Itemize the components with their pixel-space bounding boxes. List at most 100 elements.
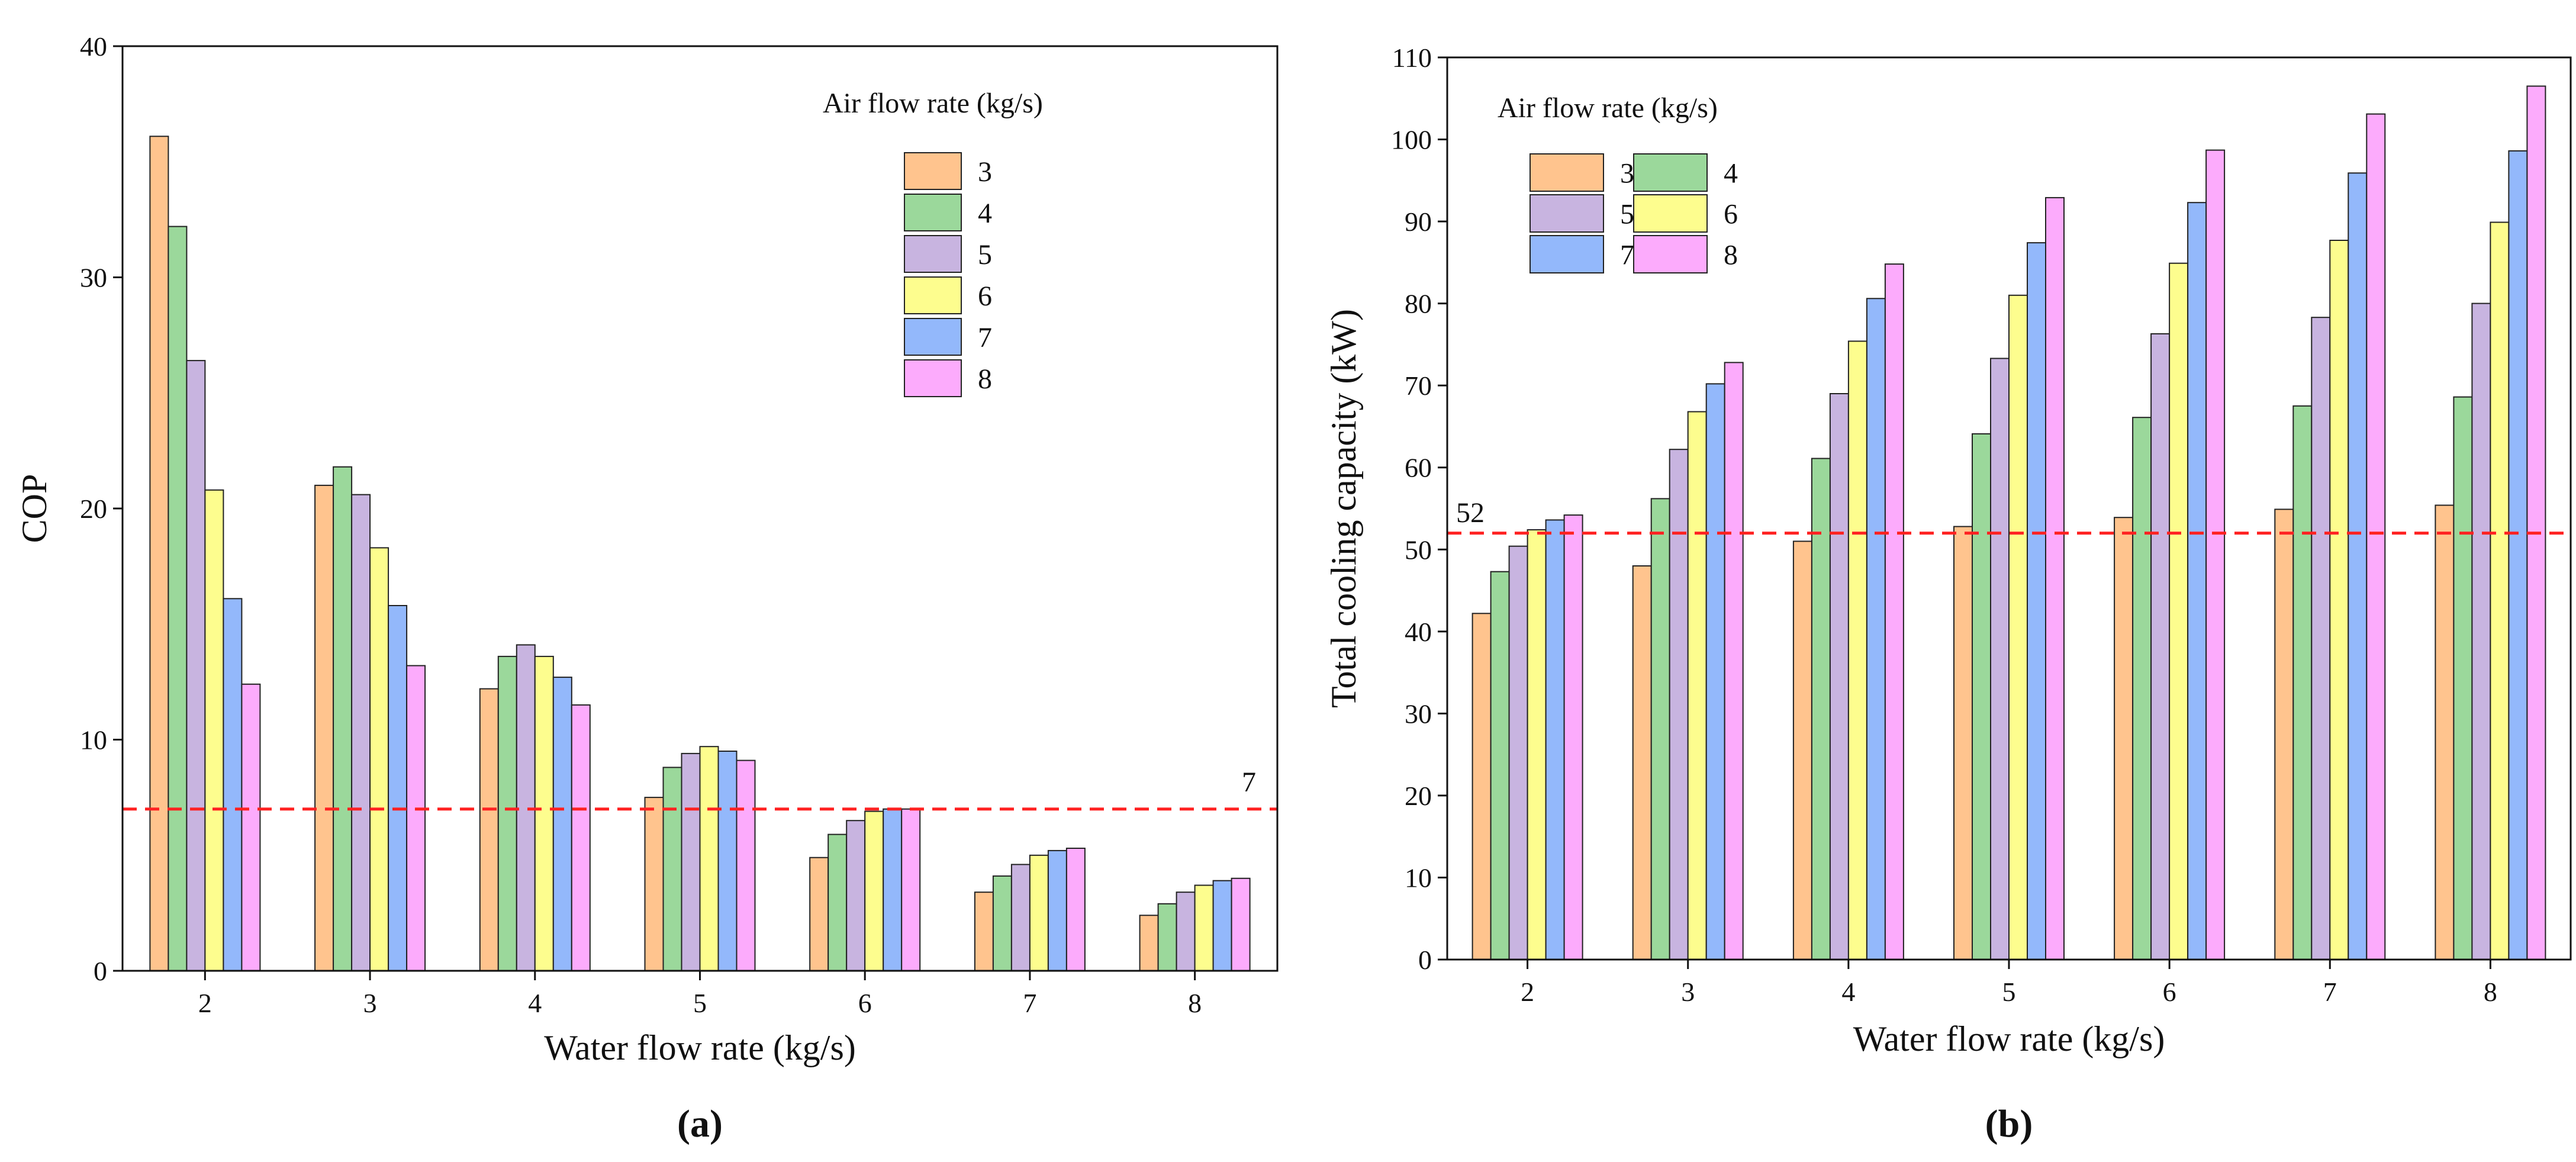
y-tick-label: 40 [1405, 617, 1432, 647]
bar-series-7-cat-8 [1212, 880, 1232, 971]
legend-item-5: 5 [904, 235, 992, 273]
bar-series-4-cat-8 [1157, 903, 1177, 972]
bar-series-3-cat-6 [2114, 517, 2134, 960]
bar-series-5-cat-7 [2311, 317, 2331, 961]
bar-series-3-cat-8 [1139, 915, 1159, 972]
bar-series-6-cat-7 [2329, 240, 2349, 960]
x-tick-label: 7 [1023, 988, 1036, 1018]
bar-series-7-cat-7 [1047, 849, 1067, 972]
x-tick-label: 2 [1521, 977, 1534, 1007]
legend-swatch [1530, 194, 1604, 233]
legend-label: 7 [978, 322, 992, 353]
bar-series-8-cat-5 [2045, 197, 2065, 960]
y-tick-label: 40 [80, 31, 107, 62]
bar-series-3-cat-2 [149, 136, 169, 971]
x-tick-label: 4 [1841, 977, 1855, 1007]
x-tick-label: 3 [1681, 977, 1695, 1007]
x-tick-label: 6 [858, 988, 872, 1018]
bar-series-3-cat-5 [1953, 526, 1973, 960]
bar-series-8-cat-3 [1724, 362, 1744, 960]
bar-series-4-cat-8 [2453, 396, 2473, 960]
legend-item-4: 4 [904, 194, 992, 231]
legend-swatch [904, 194, 962, 231]
bar-series-6-cat-4 [534, 655, 554, 971]
bar-series-3-cat-6 [809, 857, 829, 971]
bar-series-7-cat-6 [2187, 202, 2207, 961]
bar-series-8-cat-6 [901, 808, 921, 971]
bar-series-5-cat-6 [2150, 333, 2171, 960]
legend-item-4: 4 [1633, 153, 1738, 192]
bar-series-4-cat-2 [168, 226, 188, 972]
bar-series-6-cat-2 [1527, 529, 1547, 960]
legend-swatch [1633, 235, 1708, 273]
legend-label: 3 [1620, 158, 1634, 189]
y-axis-ticks: 0 10 20 30 40 [80, 31, 123, 986]
bar-series-5-cat-3 [351, 494, 371, 971]
bar-series-5-cat-4 [1829, 393, 1849, 960]
bar-series-8-cat-7 [1065, 848, 1086, 971]
bar-series-5-cat-3 [1669, 449, 1689, 960]
legend-title: Air flow rate (kg/s) [823, 88, 1043, 119]
bar-series-7-cat-8 [2508, 150, 2528, 960]
bar-series-5-cat-8 [2471, 302, 2491, 960]
x-axis-title: Water flow rate (kg/s) [1853, 1019, 2165, 1058]
x-tick-label: 6 [2163, 977, 2176, 1007]
y-tick-label: 50 [1405, 535, 1432, 565]
bar-series-3-cat-8 [2435, 504, 2455, 960]
y-tick-label: 0 [94, 956, 107, 986]
x-axis-ticks: 2 3 4 5 6 7 8 [1521, 960, 2497, 1007]
bar-series-4-cat-7 [2292, 405, 2313, 960]
bar-series-6-cat-6 [864, 810, 884, 971]
legend-label: 5 [978, 239, 992, 271]
bar-series-7-cat-4 [1866, 298, 1886, 960]
x-tick-label: 3 [363, 988, 377, 1018]
y-tick-label: 0 [1418, 945, 1432, 975]
legend-item-8: 8 [1633, 235, 1738, 273]
legend-label: 3 [978, 156, 992, 188]
bar-series-7-cat-2 [223, 598, 243, 971]
bar-series-3-cat-7 [2274, 508, 2294, 960]
bar-series-4-cat-2 [1490, 571, 1510, 960]
legend-label: 8 [978, 363, 992, 395]
bar-series-8-cat-4 [571, 704, 591, 972]
y-axis-title: COP [15, 474, 54, 543]
y-tick-label: 80 [1405, 289, 1432, 319]
bar-series-7-cat-7 [2348, 172, 2368, 960]
legend-swatch [904, 276, 962, 314]
bars [1471, 85, 2546, 961]
bar-series-6-cat-6 [2169, 262, 2189, 961]
y-tick-label: 20 [1405, 781, 1432, 811]
bar-series-8-cat-3 [406, 665, 426, 971]
bars [149, 136, 1251, 972]
legend-label: 6 [1724, 199, 1738, 230]
bar-series-8-cat-2 [1563, 514, 1583, 960]
bar-series-6-cat-5 [2008, 294, 2028, 960]
bar-series-5-cat-5 [681, 752, 701, 972]
y-tick-label: 90 [1405, 207, 1432, 237]
bar-series-4-cat-4 [497, 655, 517, 971]
y-tick-label: 10 [80, 725, 107, 755]
bar-series-3-cat-7 [974, 891, 994, 971]
legend-item-5: 5 [1530, 194, 1634, 233]
panel-a-cop-chart: 7 0 10 20 30 40 2 3 4 5 6 7 8 Water flow rate (kg/s) C… [15, 31, 1279, 1145]
bar-series-5-cat-7 [1010, 864, 1031, 972]
legend-item-3: 3 [1530, 153, 1634, 192]
bar-series-8-cat-7 [2366, 113, 2386, 961]
x-axis-title: Water flow rate (kg/s) [544, 1028, 856, 1067]
bar-series-3-cat-4 [479, 688, 499, 971]
legend-swatch [1530, 235, 1604, 273]
bar-series-8-cat-6 [2205, 149, 2226, 961]
bar-series-6-cat-2 [204, 489, 224, 971]
reference-line-label: 7 [1242, 767, 1256, 798]
bar-series-3-cat-3 [314, 484, 334, 971]
bar-series-3-cat-3 [1632, 565, 1652, 960]
bar-series-7-cat-3 [1705, 383, 1725, 960]
y-tick-label: 30 [1405, 699, 1432, 729]
y-tick-label: 100 [1391, 125, 1432, 155]
bar-series-8-cat-8 [2526, 85, 2546, 960]
bar-series-8-cat-8 [1231, 877, 1251, 972]
bar-series-7-cat-4 [552, 677, 572, 971]
legend-item-7: 7 [904, 318, 992, 356]
bar-series-8-cat-2 [241, 683, 261, 972]
